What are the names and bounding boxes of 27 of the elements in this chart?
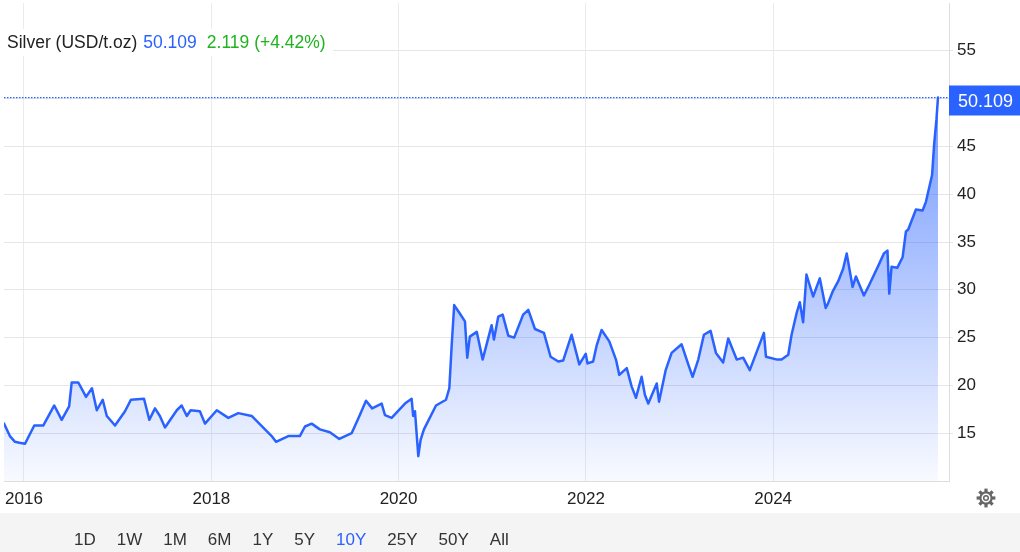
y-tick-label: 20 [957, 375, 976, 395]
text: 1D [74, 529, 96, 551]
text: Silver (USD/t.oz) [7, 32, 138, 52]
text: 50Y [438, 529, 469, 551]
x-tick-label: 2022 [567, 488, 605, 508]
y-tick-label: 25 [957, 327, 976, 347]
y-tick-label: 55 [957, 40, 976, 60]
x-tick-label: 2024 [754, 488, 793, 508]
text: 25Y [387, 529, 418, 551]
y-tick-label: 30 [957, 279, 976, 299]
annotation: 2.119 (+4.42%) [206, 32, 326, 52]
y-tick-label: 35 [957, 231, 976, 251]
y-tick-label: 45 [957, 136, 976, 156]
text: 10Y [336, 529, 367, 551]
x-tick-label: 2016 [5, 488, 43, 508]
annotation: 50.109 [143, 32, 197, 52]
text: 1W [116, 529, 143, 551]
y-tick-label: 15 [957, 422, 976, 442]
text: 1Y [252, 529, 274, 551]
text: 5Y [294, 529, 316, 551]
y-tick-label: 40 [957, 183, 976, 203]
ref-line-label: 50.109 [958, 90, 1014, 111]
text: All [489, 529, 509, 551]
x-tick-label: 2018 [192, 488, 231, 508]
text: 1M [163, 529, 187, 551]
x-tick-label: 2020 [379, 488, 418, 508]
text: 6M [207, 529, 232, 551]
